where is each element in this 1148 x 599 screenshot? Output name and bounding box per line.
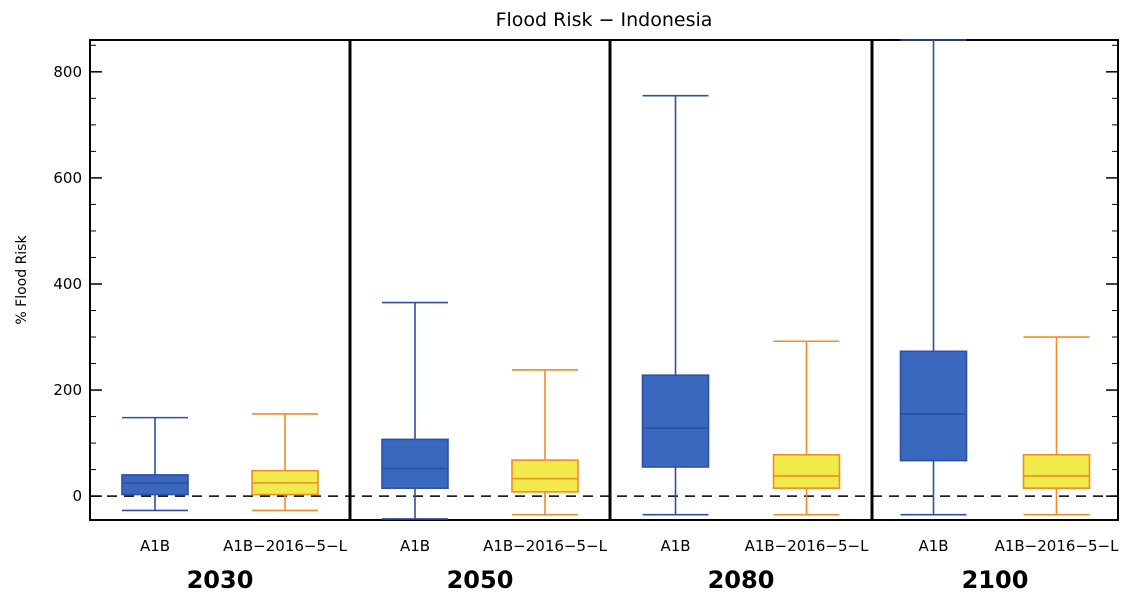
box-2030-a1b-2016-5-l: A1B−2016−5−L	[223, 413, 348, 555]
category-label: A1B	[140, 537, 170, 555]
y-tick-label: 400	[53, 275, 82, 293]
box-iqr	[899, 350, 968, 462]
category-label: A1B−2016−5−L	[483, 537, 608, 555]
box-iqr	[641, 374, 710, 468]
box-2100-a1b-2016-5-l: A1B−2016−5−L	[995, 336, 1120, 555]
category-label: A1B−2016−5−L	[745, 537, 870, 555]
box-iqr	[511, 459, 579, 493]
group-year-label: 2050	[447, 566, 514, 594]
category-label: A1B	[918, 537, 948, 555]
box-iqr	[772, 453, 841, 489]
category-label: A1B	[400, 537, 430, 555]
box-2050-a1b: A1B	[381, 301, 449, 555]
box-2080-a1b: A1B	[641, 94, 710, 555]
box-iqr	[121, 474, 189, 496]
box-2050-a1b-2016-5-l: A1B−2016−5−L	[483, 369, 608, 555]
box-iqr	[1022, 453, 1091, 489]
box-2100-a1b: A1B	[899, 39, 968, 555]
box-iqr	[381, 438, 449, 489]
category-label: A1B	[660, 537, 690, 555]
category-label: A1B−2016−5−L	[995, 537, 1120, 555]
group-year-label: 2100	[962, 566, 1029, 594]
group-year-label: 2080	[708, 566, 775, 594]
y-tick-label: 600	[53, 169, 82, 187]
group-year-label: 2030	[187, 566, 254, 594]
plot-frame	[89, 39, 1119, 521]
chart-title: Flood Risk − Indonesia	[496, 9, 713, 31]
box-2030-a1b: A1B	[121, 416, 189, 555]
box-2080-a1b-2016-5-l: A1B−2016−5−L	[745, 340, 870, 555]
plot-area: 0 200 400 600 800 A1B A1B−2016−5−L 2030 A1B A1B−2…	[53, 39, 1120, 594]
y-axis-label: % Flood Risk	[14, 235, 30, 325]
y-tick-label: 0	[72, 487, 82, 505]
y-tick-label: 200	[53, 381, 82, 399]
y-tick-label: 800	[53, 63, 82, 81]
category-label: A1B−2016−5−L	[223, 537, 348, 555]
